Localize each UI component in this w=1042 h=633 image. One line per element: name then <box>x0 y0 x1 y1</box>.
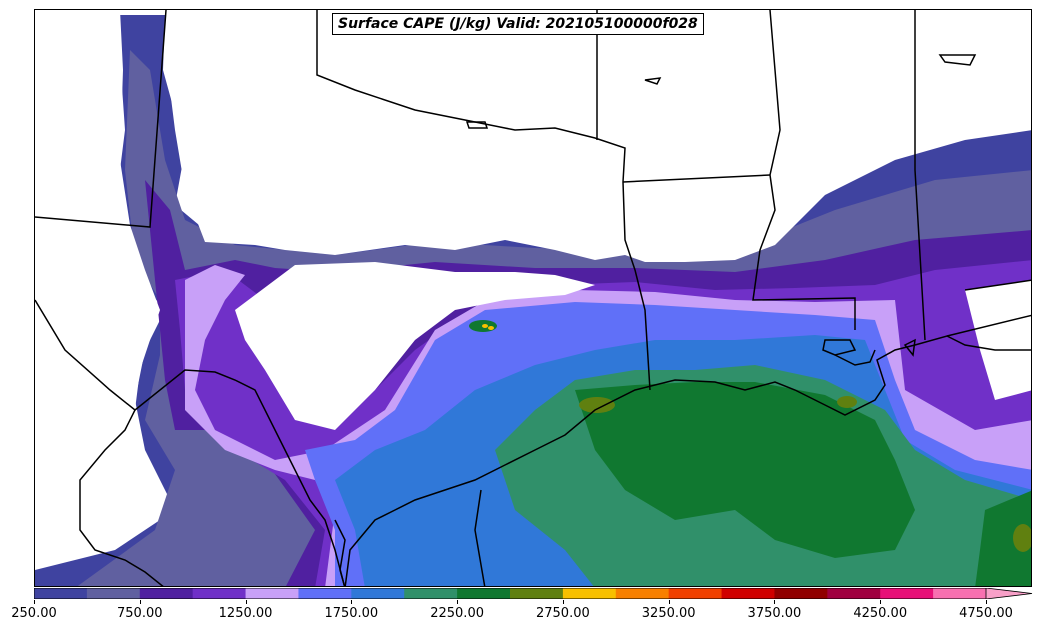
colorbar-segment <box>34 588 88 599</box>
colorbar-segment <box>562 588 617 599</box>
lake-ok <box>644 77 662 85</box>
colorbar-tick <box>457 600 459 604</box>
colorbar-segment <box>192 588 247 599</box>
state-border-tx-la <box>622 181 651 391</box>
colorbar-tick-label: 1750.00 <box>324 606 379 621</box>
colorbar-segment <box>774 588 828 599</box>
mx-coast <box>334 519 346 586</box>
colorbar-tick <box>668 600 670 604</box>
colorbar-segment <box>721 588 775 599</box>
cape-map <box>35 10 1031 586</box>
colorbar-tick <box>34 600 35 604</box>
map-panel <box>34 9 1032 587</box>
state-border-al-fl-2 <box>946 314 1031 337</box>
colorbar-tick-label: 3250.00 <box>641 606 696 621</box>
colorbar-segment <box>615 588 670 599</box>
colorbar-segment <box>245 588 299 599</box>
cape-band-2250 <box>575 382 915 558</box>
colorbar-tick <box>880 600 882 604</box>
colorbar-tick-label: 3750.00 <box>747 606 802 621</box>
cape-band-2750-pocket <box>488 326 494 330</box>
colorbar-segment <box>351 588 405 599</box>
cape-contours <box>35 10 1031 586</box>
cape-clear-area <box>35 10 160 550</box>
state-border-tx-ok <box>316 10 626 183</box>
colorbar-tick <box>774 600 776 604</box>
colorbar-segment <box>457 588 511 599</box>
cape-band-2250-east <box>975 490 1031 586</box>
colorbar-segment <box>404 588 458 599</box>
colorbar-tick-label: 4750.00 <box>959 606 1013 621</box>
colorbar-segment <box>139 588 194 599</box>
colorbar-segment <box>510 588 564 599</box>
colorbar-tick-label: 2750.00 <box>535 606 590 621</box>
colorbar-tick <box>986 600 987 604</box>
cape-band-2750-pocket <box>482 324 488 328</box>
colorbar-tick <box>351 600 353 604</box>
lake-texoma <box>465 121 489 129</box>
cape-band-2500 <box>579 397 615 413</box>
padre-island <box>474 489 486 586</box>
colorbar-extend-arrow <box>985 588 1033 599</box>
cape-clear-area <box>965 280 1031 400</box>
colorbar-tick-label: 4250.00 <box>853 606 908 621</box>
state-border-tx-nm <box>35 10 167 228</box>
cape-clear-area <box>235 262 595 430</box>
colorbar-tick-label: 2250.00 <box>430 606 484 621</box>
mexico-border <box>35 299 164 586</box>
colorbar-segment <box>827 588 881 599</box>
colorbar-tick-label: 1250.00 <box>218 606 273 621</box>
state-border-al-fl <box>964 279 1031 291</box>
colorbar-tick <box>562 600 564 604</box>
colorbar <box>34 588 1033 599</box>
gulf-coastline <box>344 335 1031 586</box>
colorbar-segment <box>668 588 723 599</box>
mobile-bay <box>903 338 916 357</box>
colorbar-tick-label: 250.00 <box>11 606 57 621</box>
cape-clear-area <box>165 10 1031 262</box>
colorbar-segment <box>933 588 987 599</box>
state-border-ms-al <box>914 10 926 341</box>
cape-band-2500 <box>837 396 857 408</box>
cape-band-2500 <box>1013 524 1031 552</box>
colorbar-tick <box>245 600 247 604</box>
colorbar-segment <box>86 588 141 599</box>
colorbar-tick-label: 750.00 <box>117 606 163 621</box>
colorbar-segment <box>880 588 934 599</box>
colorbar-tick <box>139 600 141 604</box>
state-border-ms-river <box>752 10 856 330</box>
mexico-inner <box>134 369 346 586</box>
lake-pontchartrain <box>822 339 857 356</box>
ms-sound <box>834 349 876 366</box>
map-title: Surface CAPE (J/kg) Valid: 202105100000f… <box>332 13 704 35</box>
colorbar-segment <box>298 588 352 599</box>
state-border-ar-la <box>622 174 771 183</box>
lake-small <box>938 54 977 66</box>
